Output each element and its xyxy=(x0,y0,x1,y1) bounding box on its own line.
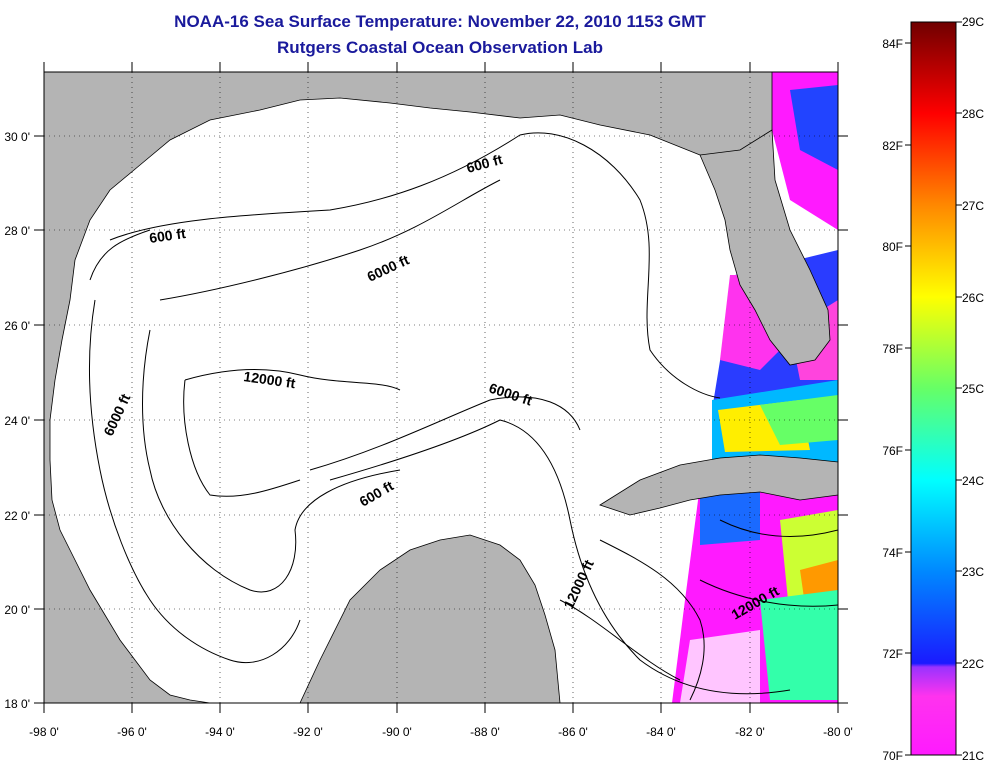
map-title: NOAA-16 Sea Surface Temperature: Novembe… xyxy=(174,12,706,31)
celsius-label: 27C xyxy=(962,199,984,213)
lon-tick-label: -94 0' xyxy=(205,725,235,739)
fahrenheit-label: 80F xyxy=(882,240,903,254)
lon-tick-label: -88 0' xyxy=(470,725,500,739)
lat-tick-label: 28 0' xyxy=(4,224,30,238)
fahrenheit-label: 72F xyxy=(882,647,903,661)
temperature-colorbar xyxy=(910,21,957,756)
lat-tick-label: 18 0' xyxy=(4,697,30,711)
celsius-label: 24C xyxy=(962,474,984,488)
contour-label: 12000 ft xyxy=(243,368,297,391)
lon-tick-label: -96 0' xyxy=(117,725,147,739)
fahrenheit-labels: 84F 82F 80F 78F 76F 74F 72F 70F xyxy=(882,37,903,763)
bathymetry-contours xyxy=(89,132,838,701)
axis-ticks xyxy=(34,62,848,713)
lat-tick-label: 20 0' xyxy=(4,603,30,617)
lat-tick-label: 30 0' xyxy=(4,130,30,144)
lon-tick-label: -90 0' xyxy=(382,725,412,739)
sst-swath xyxy=(672,72,838,703)
fahrenheit-label: 84F xyxy=(882,37,903,51)
lon-tick-label: -86 0' xyxy=(558,725,588,739)
land xyxy=(44,72,838,703)
celsius-label: 26C xyxy=(962,291,984,305)
fahrenheit-label: 78F xyxy=(882,342,903,356)
lon-tick-label: -80 0' xyxy=(823,725,853,739)
map-frame xyxy=(43,71,839,704)
fahrenheit-label: 70F xyxy=(882,749,903,763)
lon-tick-label: -82 0' xyxy=(735,725,765,739)
longitude-labels: -98 0' -96 0' -94 0' -92 0' -90 0' -88 0… xyxy=(29,725,853,739)
celsius-label: 22C xyxy=(962,657,984,671)
celsius-labels: 29C 28C 27C 26C 25C 24C 23C 22C 21C xyxy=(962,15,984,763)
lon-tick-label: -98 0' xyxy=(29,725,59,739)
fahrenheit-label: 76F xyxy=(882,444,903,458)
celsius-label: 21C xyxy=(962,749,984,763)
map-subtitle: Rutgers Coastal Ocean Observation Lab xyxy=(277,38,603,57)
fahrenheit-label: 74F xyxy=(882,546,903,560)
lat-lon-grid xyxy=(44,72,838,703)
latitude-labels: 18 0' 20 0' 22 0' 24 0' 26 0' 28 0' 30 0… xyxy=(4,130,30,711)
lon-tick-label: -84 0' xyxy=(646,725,676,739)
celsius-label: 25C xyxy=(962,382,984,396)
fahrenheit-label: 82F xyxy=(882,139,903,153)
lat-tick-label: 26 0' xyxy=(4,319,30,333)
celsius-label: 28C xyxy=(962,107,984,121)
lon-tick-label: -92 0' xyxy=(293,725,323,739)
lat-tick-label: 24 0' xyxy=(4,414,30,428)
celsius-label: 23C xyxy=(962,565,984,579)
contour-label: 600 ft xyxy=(148,225,187,246)
celsius-label: 29C xyxy=(962,15,984,29)
lat-tick-label: 22 0' xyxy=(4,509,30,523)
colorbar-ticks xyxy=(905,21,962,756)
